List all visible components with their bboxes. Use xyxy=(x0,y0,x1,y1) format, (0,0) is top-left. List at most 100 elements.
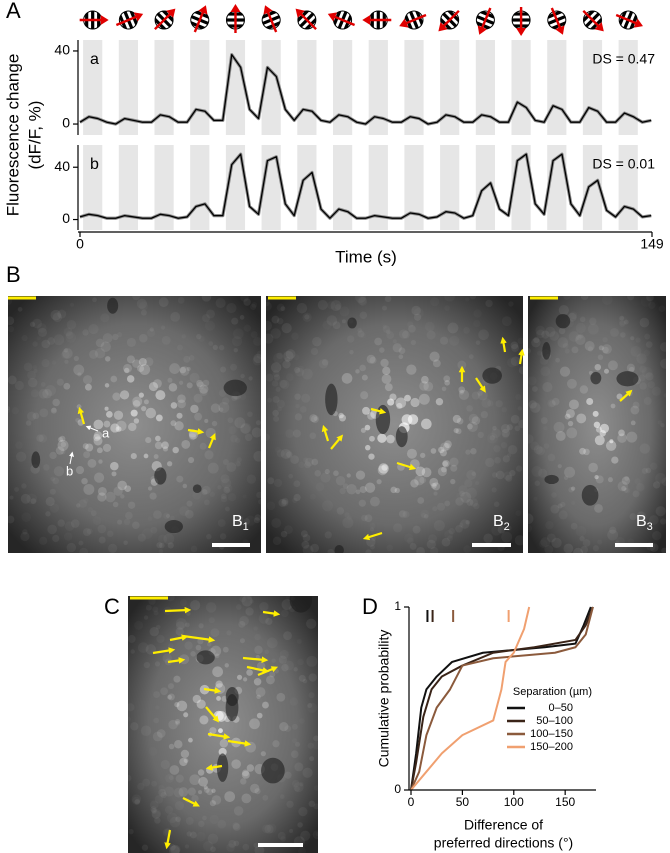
cell-body xyxy=(369,435,375,442)
cell-body xyxy=(540,417,548,424)
cell-body xyxy=(159,549,164,554)
cell-body xyxy=(294,393,301,400)
cell-body xyxy=(406,448,417,459)
cell-body xyxy=(587,346,594,352)
cell-body xyxy=(168,383,178,392)
cell-body xyxy=(359,311,368,319)
cell-body xyxy=(141,406,147,412)
cell-body xyxy=(314,785,320,791)
cell-body xyxy=(607,529,619,541)
cell-body xyxy=(455,524,463,533)
cell-body xyxy=(274,479,282,487)
cell-body xyxy=(262,794,269,801)
cell-body xyxy=(473,503,479,509)
cell-body xyxy=(301,393,311,403)
cell-body xyxy=(270,328,281,339)
cell-body xyxy=(302,534,311,542)
cell-body xyxy=(177,399,186,409)
cell-body xyxy=(430,448,437,454)
cell-body xyxy=(502,407,507,412)
cell-body xyxy=(542,382,553,393)
cell-body xyxy=(148,382,159,392)
cell-body xyxy=(335,475,346,486)
cell-label: b xyxy=(66,463,73,478)
cell-body xyxy=(576,526,587,537)
cell-body xyxy=(150,806,157,813)
direction-arrow xyxy=(182,797,200,807)
icon-arrowhead xyxy=(362,15,371,25)
cell-body xyxy=(63,382,71,390)
cell-body xyxy=(140,309,147,316)
cell-body xyxy=(158,297,169,308)
icon-arrowhead xyxy=(477,25,487,35)
cell-body xyxy=(276,317,284,325)
icon-arrow xyxy=(154,12,172,31)
cell-body xyxy=(433,491,438,496)
cell-body xyxy=(206,788,214,796)
vessel xyxy=(225,687,239,707)
cell-body xyxy=(382,305,388,311)
cell-body xyxy=(386,544,393,551)
cell-body xyxy=(175,801,184,810)
cell-body xyxy=(432,506,438,512)
cell-body xyxy=(414,475,425,486)
cell-body xyxy=(45,496,55,507)
cell-body xyxy=(215,297,226,309)
cell-body xyxy=(251,331,258,338)
cell-body xyxy=(560,501,566,508)
cell-body xyxy=(226,843,235,852)
cell-body xyxy=(295,404,299,408)
cell-body xyxy=(199,384,209,394)
cell-body xyxy=(85,443,94,452)
cell-body xyxy=(22,529,28,535)
cell-body xyxy=(240,422,252,434)
cell-body xyxy=(138,333,148,343)
cell-body xyxy=(398,329,409,339)
cell-body xyxy=(294,786,300,792)
cell-body xyxy=(659,305,666,312)
panel-label: C xyxy=(104,594,120,619)
cell-body xyxy=(27,377,38,388)
cell-body xyxy=(359,364,366,372)
cell-body xyxy=(264,649,269,654)
cell-body xyxy=(597,354,604,360)
cell-body xyxy=(174,702,180,708)
cell-body xyxy=(360,427,366,433)
cell-body xyxy=(24,363,33,372)
cell-body xyxy=(117,480,128,491)
cell-body xyxy=(280,650,289,659)
direction-icon xyxy=(151,7,177,33)
vessel xyxy=(544,474,559,485)
cell-body xyxy=(178,380,184,385)
cell-body xyxy=(425,322,435,332)
cell-body xyxy=(253,517,260,524)
cell-body xyxy=(594,503,603,513)
direction-arrow xyxy=(187,428,205,435)
cell-body xyxy=(376,479,382,485)
cell-body xyxy=(145,604,152,611)
panel-label: A xyxy=(6,0,21,23)
vessel xyxy=(581,484,599,506)
cell-body xyxy=(485,457,495,468)
vessel xyxy=(223,379,247,397)
cell-body xyxy=(133,418,140,424)
cell-body xyxy=(124,519,130,525)
cell-body xyxy=(510,341,519,350)
cell-body xyxy=(87,528,93,534)
cell-body xyxy=(267,477,275,485)
cell-body xyxy=(240,296,249,302)
trace-label: b xyxy=(90,156,99,173)
cell-body xyxy=(232,822,239,829)
cell-body xyxy=(477,390,488,401)
trace xyxy=(79,153,652,219)
cell-body xyxy=(297,659,304,666)
cell-body xyxy=(318,359,329,369)
cell-body xyxy=(437,466,447,477)
cell-body xyxy=(42,388,52,399)
cell-body xyxy=(12,407,19,414)
cell-body xyxy=(209,727,217,735)
cell-body xyxy=(242,769,249,777)
cell-body xyxy=(45,511,51,517)
cell-body xyxy=(233,348,238,353)
cell-body xyxy=(602,294,613,305)
